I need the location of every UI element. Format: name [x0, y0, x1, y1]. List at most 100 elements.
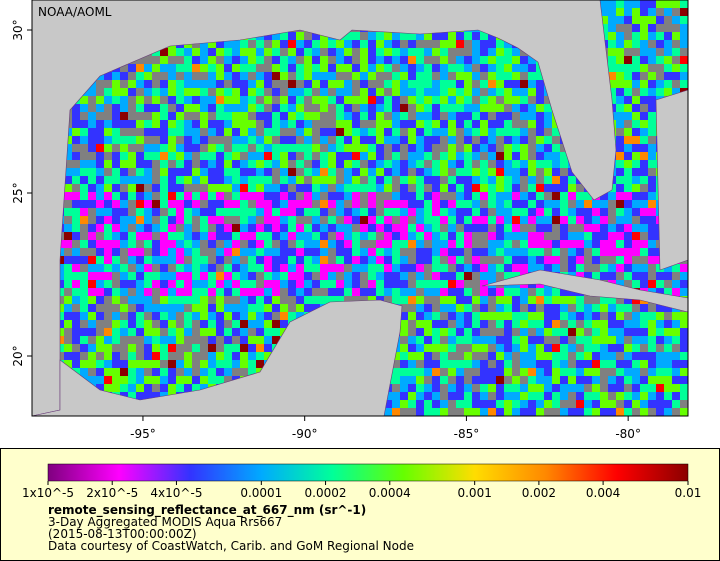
- raster-cell: [640, 328, 648, 336]
- raster-cell: [176, 304, 184, 312]
- raster-cell: [320, 176, 328, 184]
- raster-cell: [600, 336, 608, 344]
- raster-cell: [256, 72, 264, 80]
- raster-cell: [216, 368, 224, 376]
- raster-cell: [368, 104, 376, 112]
- raster-cell: [312, 256, 320, 264]
- raster-cell: [280, 272, 288, 280]
- raster-cell: [184, 328, 192, 336]
- raster-cell: [344, 96, 352, 104]
- raster-cell: [544, 200, 552, 208]
- raster-cell: [416, 104, 424, 112]
- raster-cell: [200, 120, 208, 128]
- raster-cell: [400, 80, 408, 88]
- raster-cell: [536, 248, 544, 256]
- raster-cell: [632, 184, 640, 192]
- raster-cell: [352, 240, 360, 248]
- raster-cell: [384, 104, 392, 112]
- raster-cell: [216, 144, 224, 152]
- raster-cell: [256, 152, 264, 160]
- colorbar-tick-label: 0.0004: [369, 486, 411, 500]
- raster-cell: [280, 112, 288, 120]
- raster-cell: [648, 32, 656, 40]
- raster-cell: [216, 176, 224, 184]
- raster-cell: [80, 288, 88, 296]
- raster-cell: [600, 408, 608, 416]
- raster-cell: [312, 304, 320, 312]
- raster-cell: [104, 176, 112, 184]
- raster-cell: [208, 216, 216, 224]
- raster-cell: [536, 328, 544, 336]
- raster-cell: [392, 224, 400, 232]
- raster-cell: [128, 248, 136, 256]
- raster-cell: [488, 64, 496, 72]
- raster-cell: [408, 312, 416, 320]
- raster-cell: [432, 400, 440, 408]
- raster-cell: [176, 112, 184, 120]
- raster-cell: [400, 160, 408, 168]
- raster-cell: [600, 328, 608, 336]
- raster-cell: [120, 376, 128, 384]
- raster-cell: [312, 240, 320, 248]
- raster-cell: [328, 48, 336, 56]
- raster-cell: [640, 56, 648, 64]
- raster-cell: [336, 152, 344, 160]
- raster-cell: [552, 216, 560, 224]
- raster-cell: [424, 72, 432, 80]
- raster-cell: [488, 200, 496, 208]
- raster-cell: [128, 296, 136, 304]
- raster-cell: [624, 56, 632, 64]
- raster-cell: [184, 192, 192, 200]
- raster-cell: [224, 168, 232, 176]
- raster-cell: [608, 272, 616, 280]
- raster-cell: [328, 72, 336, 80]
- raster-cell: [248, 248, 256, 256]
- raster-cell: [64, 168, 72, 176]
- raster-cell: [72, 232, 80, 240]
- raster-cell: [456, 88, 464, 96]
- raster-cell: [232, 264, 240, 272]
- raster-cell: [448, 336, 456, 344]
- raster-cell: [304, 232, 312, 240]
- raster-cell: [240, 128, 248, 136]
- raster-cell: [568, 288, 576, 296]
- raster-cell: [200, 48, 208, 56]
- raster-cell: [680, 320, 688, 328]
- raster-cell: [64, 232, 72, 240]
- raster-cell: [424, 104, 432, 112]
- raster-cell: [280, 256, 288, 264]
- raster-cell: [320, 208, 328, 216]
- raster-cell: [440, 152, 448, 160]
- raster-cell: [120, 280, 128, 288]
- raster-cell: [408, 296, 416, 304]
- raster-cell: [328, 288, 336, 296]
- raster-cell: [528, 192, 536, 200]
- raster-cell: [416, 208, 424, 216]
- raster-cell: [632, 336, 640, 344]
- raster-cell: [480, 224, 488, 232]
- raster-cell: [224, 160, 232, 168]
- raster-cell: [344, 232, 352, 240]
- raster-cell: [504, 64, 512, 72]
- raster-cell: [232, 168, 240, 176]
- raster-cell: [264, 320, 272, 328]
- raster-cell: [336, 256, 344, 264]
- raster-cell: [376, 96, 384, 104]
- raster-cell: [632, 384, 640, 392]
- raster-cell: [64, 256, 72, 264]
- raster-cell: [616, 312, 624, 320]
- raster-cell: [128, 312, 136, 320]
- raster-cell: [672, 48, 680, 56]
- raster-cell: [368, 136, 376, 144]
- raster-cell: [512, 232, 520, 240]
- raster-cell: [632, 176, 640, 184]
- raster-cell: [208, 104, 216, 112]
- raster-cell: [560, 328, 568, 336]
- raster-cell: [544, 152, 552, 160]
- raster-cell: [232, 72, 240, 80]
- raster-cell: [616, 328, 624, 336]
- raster-cell: [480, 296, 488, 304]
- raster-cell: [464, 72, 472, 80]
- raster-cell: [520, 152, 528, 160]
- raster-cell: [624, 16, 632, 24]
